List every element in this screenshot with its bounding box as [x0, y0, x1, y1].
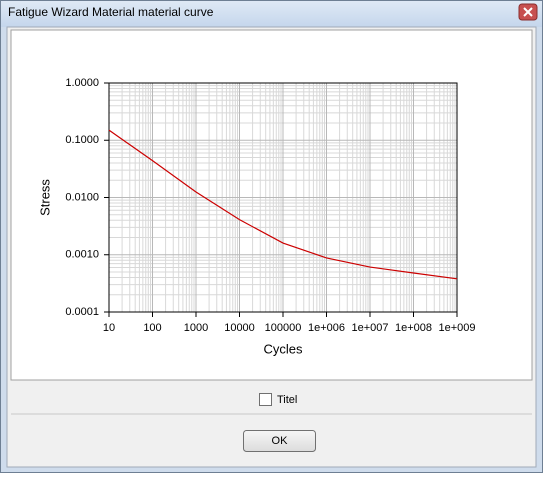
x-axis-label: Cycles: [263, 341, 303, 356]
close-icon: [523, 7, 533, 17]
y-tick-label: 0.0100: [65, 191, 99, 203]
x-tick-label: 1e+009: [438, 322, 475, 334]
y-tick-label: 0.0001: [65, 306, 99, 318]
x-tick-label: 10: [103, 322, 115, 334]
x-tick-label: 1e+007: [351, 322, 388, 334]
plot-frame: [108, 82, 458, 313]
plot: 10 100 1000 10000 100000 1e+006 1e+007 1e+008 1e…: [37, 77, 475, 357]
x-tick-label: 1e+008: [395, 322, 432, 334]
x-tick-label: 1000: [184, 322, 208, 334]
x-tick-label: 100000: [265, 322, 302, 334]
y-tick-label: 1.0000: [65, 77, 99, 89]
x-tick-label: 100: [143, 322, 161, 334]
title-bar: [1, 1, 542, 27]
ok-button[interactable]: [243, 430, 316, 452]
checkbox-label[interactable]: Titel: [277, 394, 297, 406]
x-tick-label: 1e+006: [308, 322, 345, 334]
data-line: [108, 129, 458, 280]
ok-button-label: OK: [272, 435, 289, 447]
x-tick-label: 10000: [224, 322, 255, 334]
checkbox[interactable]: [259, 393, 272, 406]
window-title: Fatigue Wizard Material material curve: [8, 5, 214, 19]
y-tick-label: 0.1000: [65, 134, 99, 146]
y-axis-label: Stress: [37, 179, 52, 216]
y-tick-label: 0.0010: [65, 249, 99, 261]
